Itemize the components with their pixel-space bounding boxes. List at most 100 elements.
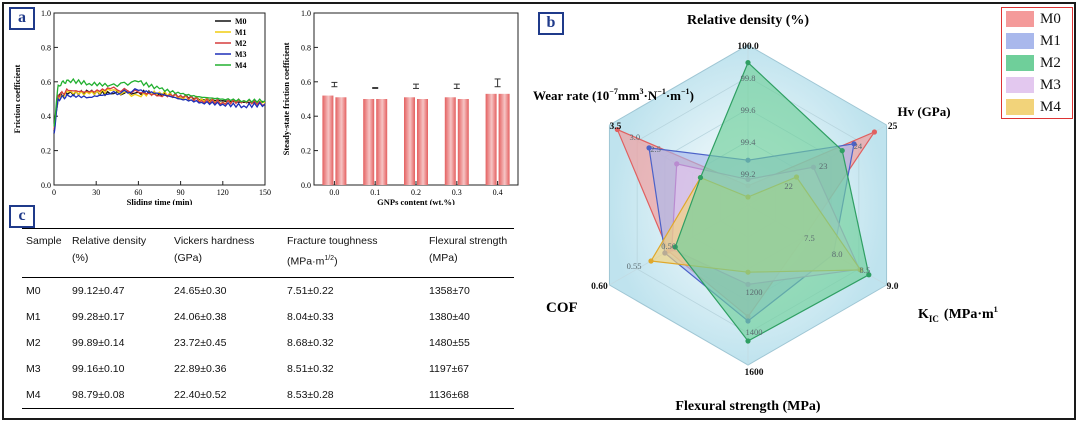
radar-tick-label: 8.5: [860, 265, 871, 275]
radar-tick-label: 99.8: [741, 73, 756, 83]
axis-label-cof: COF: [546, 300, 578, 316]
x-tick-label: 0.1: [370, 188, 380, 197]
table-header-cell: Relative density (%): [68, 228, 170, 278]
header-line1: Sample: [26, 235, 62, 247]
radar-tick-label: 100.0: [737, 42, 759, 52]
bar: [498, 93, 510, 185]
x-tick-label: 60: [134, 188, 142, 197]
bar: [417, 99, 428, 185]
radar-tick-label: 9.0: [887, 282, 899, 292]
plot-frame: [53, 12, 266, 186]
table-row: M0 99.12±0.47 24.65±0.30 7.51±0.22 1358±70: [22, 277, 514, 304]
header-line2: (GPa): [174, 250, 279, 267]
radar-tick-label: 0.55: [627, 261, 642, 271]
table-cell: M0: [26, 284, 41, 297]
radar-point-M3: [674, 161, 680, 167]
header-line1: Flexural strength: [429, 235, 508, 247]
legend-label: M2: [1040, 54, 1061, 71]
legend-label-M3: M3: [235, 50, 247, 59]
radar-legend-item: M1: [1002, 30, 1072, 52]
x-tick-label: 120: [217, 188, 229, 197]
legend-swatch: [1006, 55, 1034, 71]
radar-legend-item: M3: [1002, 74, 1072, 96]
y-tick-label: 1.0: [41, 9, 51, 18]
header-unit: (GPa): [174, 252, 203, 264]
table-cell: 99.28±0.17: [72, 310, 125, 323]
panel-label-b: b: [538, 12, 564, 35]
y-tick-label: 0.0: [301, 181, 311, 190]
x-axis-label: Sliding time (min): [127, 197, 193, 205]
wear-label-part: ·N: [644, 88, 658, 103]
kic-label-part: 1/2: [994, 305, 998, 314]
kic-label-part: K: [918, 307, 929, 322]
line-series-M4: [53, 77, 266, 127]
table-cell: M3: [26, 362, 41, 375]
radar-tick-label: 25: [888, 122, 898, 132]
header-unit: (MPa): [429, 252, 458, 264]
wear-label-part: −1: [657, 87, 666, 96]
radar-tick-label: 99.4: [741, 137, 757, 147]
axis-label-flexural-strength: Flexural strength (MPa): [675, 399, 820, 414]
radar-point-M1: [851, 141, 857, 147]
legend-swatch: [1006, 99, 1034, 115]
table-cell: 1358±70: [429, 284, 470, 297]
header-line2: (MPa·m1/2): [287, 250, 421, 271]
y-tick-label: 0.6: [41, 78, 51, 87]
bar: [322, 95, 334, 185]
legend-label-M4: M4: [235, 61, 247, 70]
legend-label: M1: [1040, 32, 1061, 49]
bar: [335, 97, 347, 185]
kic-label-part: (MPa·m: [944, 307, 994, 322]
legend-label: M0: [1040, 10, 1061, 27]
x-tick-label: 150: [259, 188, 271, 197]
table-cell: 24.06±0.38: [174, 310, 227, 323]
wear-label-part: Wear rate (10: [533, 88, 609, 103]
radar-legend-item: M2: [1002, 52, 1072, 74]
line-series-M3: [53, 88, 266, 134]
table-row: M1 99.28±0.17 24.06±0.38 8.04±0.33 1380±40: [22, 304, 514, 330]
wear-label-part: 3: [640, 87, 644, 96]
radar-point-M2: [745, 60, 751, 66]
table-cell: 7.51±0.22: [287, 284, 334, 297]
wear-label-part: −1: [681, 87, 690, 96]
x-tick-label: 0.3: [452, 188, 462, 197]
radar-point-M2: [745, 338, 751, 344]
header-line1: Fracture toughness: [287, 235, 378, 247]
radar-legend: M0 M1 M2 M3 M4: [1001, 7, 1073, 119]
radar-tick-label: 8.0: [832, 249, 843, 259]
legend-label-M0: M0: [235, 17, 247, 26]
table-row: M4 98.79±0.08 22.40±0.52 8.53±0.28 1136±68: [22, 381, 514, 409]
friction-line-chart: 0.0 0.2 0.4 0.6 0.8 1.0 0 30 60 90 120 150 Sliding t…: [12, 9, 271, 205]
bar: [376, 99, 388, 185]
y-tick-label: 0.4: [41, 112, 51, 121]
table-cell: 98.79±0.08: [68, 381, 170, 409]
radar-legend-item: M0: [1002, 8, 1072, 30]
wear-label-part: mm: [618, 88, 640, 103]
legend-label: M4: [1040, 98, 1061, 115]
radar-tick-label: 3.0: [630, 132, 641, 142]
radar-tick-label: 1400: [746, 327, 763, 337]
line-series-M1: [53, 87, 266, 129]
radar-tick-label: 22: [784, 181, 793, 191]
radar-point-M0: [614, 126, 620, 133]
table-cell: 8.51±0.32: [287, 362, 334, 375]
x-tick-label: 0: [52, 188, 56, 197]
table-cell: 22.40±0.52: [170, 381, 283, 409]
header-line1: Vickers hardness: [174, 235, 255, 247]
radar-point-M2: [697, 174, 704, 181]
axis-label-wear-rate: Wear rate (10−7mm3·N−1·m−1): [533, 87, 694, 103]
radar-point-M0: [871, 129, 878, 135]
legend-swatch: [1006, 11, 1034, 27]
x-tick-label: 0.0: [329, 188, 339, 197]
radar-tick-label: 1200: [746, 287, 763, 297]
table-cell: M4: [22, 381, 68, 409]
y-tick-label: 1.0: [301, 9, 311, 18]
y-axis-label: Steady-state friction coefficient: [281, 42, 291, 155]
radar-point-M2: [672, 244, 678, 250]
wear-label-part: −7: [609, 87, 618, 96]
header-line2: (%): [72, 250, 166, 267]
table-row: M2 99.89±0.14 23.72±0.45 8.68±0.32 1480±55: [22, 330, 514, 356]
table-header-row: Sample Relative density (%) Vickers hardnes…: [22, 228, 514, 278]
table-cell: 1197±67: [429, 362, 470, 375]
radar-tick-label: 0.50: [661, 241, 676, 251]
